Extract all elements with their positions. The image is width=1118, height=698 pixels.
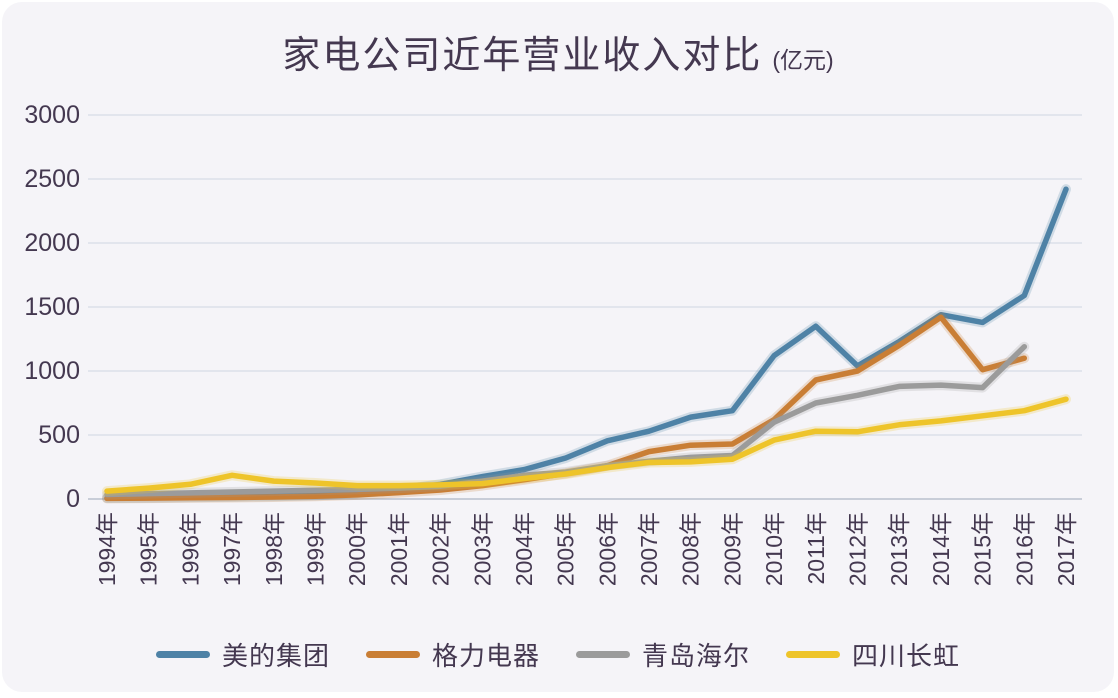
- chart-title: 家电公司近年营业收入对比 (亿元): [2, 24, 1114, 79]
- series-line-midea: [104, 186, 1069, 501]
- x-tick-label: 2009年: [719, 512, 745, 586]
- legend-label-gree: 格力电器: [431, 640, 540, 671]
- legend-label-haier: 青岛海尔: [642, 640, 751, 671]
- legend-swatch-changhong: [786, 650, 841, 658]
- x-tick-label: 2013年: [886, 512, 912, 586]
- x-tick-label: 2011年: [803, 512, 829, 584]
- y-tick-label: 0: [66, 485, 80, 513]
- x-tick-label: 2016年: [1011, 512, 1037, 586]
- x-tick-label: 2001年: [386, 512, 412, 586]
- x-tick-label: 1996年: [177, 512, 203, 586]
- y-tick-label: 500: [38, 421, 80, 449]
- legend-item-haier: 青岛海尔: [576, 636, 750, 673]
- x-tick-label: 1997年: [219, 512, 245, 586]
- legend-swatch-haier: [576, 650, 630, 658]
- chart-title-text: 家电公司近年营业收入对比: [282, 35, 763, 77]
- x-tick-label: 2010年: [761, 512, 787, 586]
- y-tick-label: 3000: [24, 101, 80, 129]
- x-tick-label: 2015年: [970, 512, 996, 586]
- x-tick-label: 2004年: [511, 512, 537, 586]
- legend-swatch-gree: [365, 650, 420, 658]
- legend-label-midea: 美的集团: [221, 640, 330, 671]
- x-tick-label: 2014年: [928, 512, 954, 586]
- x-tick-label: 2006年: [594, 512, 620, 586]
- x-tick-label: 1999年: [302, 512, 328, 586]
- x-tick-label: 2005年: [553, 512, 579, 586]
- x-tick-label: 2007年: [636, 512, 662, 586]
- chart-title-unit: (亿元): [772, 47, 834, 73]
- legend-item-midea: 美的集团: [155, 636, 330, 673]
- x-tick-label: 2008年: [678, 512, 704, 586]
- legend-item-gree: 格力电器: [365, 636, 540, 673]
- y-tick-label: 2000: [24, 229, 80, 257]
- x-tick-label: 2017年: [1053, 512, 1079, 586]
- x-tick-label: 2000年: [344, 512, 370, 586]
- x-tick-label: 1998年: [261, 512, 287, 586]
- x-tick-label: 2003年: [469, 512, 495, 586]
- x-tick-label: 1994年: [94, 512, 120, 586]
- legend-swatch-midea: [155, 650, 210, 658]
- x-tick-label: 1995年: [136, 512, 162, 586]
- x-tick-label: 2012年: [845, 512, 871, 586]
- y-tick-label: 1500: [24, 293, 80, 321]
- legend-label-changhong: 四川长虹: [852, 640, 961, 671]
- y-tick-label: 2500: [24, 165, 80, 193]
- x-tick-label: 2002年: [428, 512, 454, 586]
- legend-item-changhong: 四川长虹: [786, 636, 960, 673]
- chart-legend: 美的集团 格力电器 青岛海尔 四川长虹: [2, 632, 1114, 676]
- series-line-changhong: [104, 396, 1069, 494]
- y-tick-label: 1000: [24, 357, 80, 385]
